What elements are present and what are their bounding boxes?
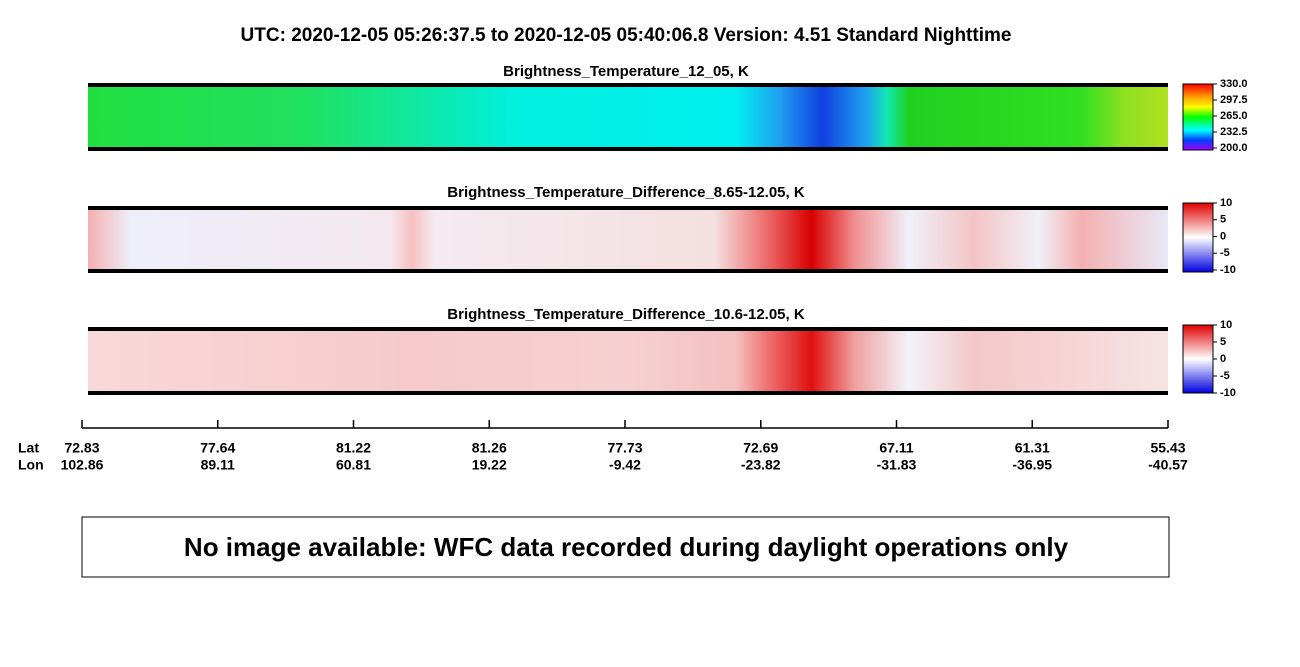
lon-tick: -23.82 [741,457,781,473]
lat-tick: 77.73 [607,440,642,456]
lat-tick: 81.22 [336,440,371,456]
heatmap [88,330,1168,392]
colorbar-label: -10 [1220,264,1236,276]
lat-tick: 61.31 [1015,440,1050,456]
lat-label: Lat [18,440,39,456]
lon-tick: -40.57 [1148,457,1188,473]
colorbar-label: 5 [1220,336,1226,348]
heatmap [88,209,1168,270]
lat-tick: 55.43 [1150,440,1185,456]
lon-tick: 102.86 [61,457,104,473]
colorbar-label: 10 [1220,319,1232,331]
lon-tick: 60.81 [336,457,371,473]
lat-tick: 81.26 [472,440,507,456]
title: UTC: 2020-12-05 05:26:37.5 to 2020-12-05… [241,25,1012,46]
colorbar-label: -10 [1220,387,1236,399]
panel-title: Brightness_Temperature_Difference_10.6-1… [447,306,805,323]
colorbar [1182,324,1214,394]
colorbar-label: 297.5 [1220,94,1248,106]
lon-tick: 89.11 [201,457,235,473]
panel-title: Brightness_Temperature_Difference_8.65-1… [447,184,805,201]
colorbar-label: 10 [1220,197,1232,209]
colorbar-label: 5 [1220,214,1226,226]
lat-tick: 67.11 [879,440,913,456]
lat-tick: 77.64 [200,440,235,456]
colorbar-label: -5 [1220,370,1230,382]
colorbar-label: 0 [1220,353,1226,365]
colorbar-label: 330.0 [1220,78,1248,90]
lon-tick: -36.95 [1012,457,1052,473]
colorbar-label: 0 [1220,230,1226,242]
lat-tick: 72.69 [743,440,778,456]
colorbar [1182,202,1214,273]
lon-tick: 19.22 [472,457,507,473]
lat-tick: 72.83 [64,440,99,456]
message: No image available: WFC data recorded du… [184,532,1069,562]
heatmap [88,86,1168,148]
colorbar-label: -5 [1220,247,1230,259]
imagery [88,83,1214,395]
lon-tick: -9.42 [609,457,641,473]
lon-tick: -31.83 [877,457,917,473]
colorbar-label: 232.5 [1220,126,1248,138]
colorbar [1182,83,1214,151]
lon-label: Lon [18,457,44,473]
colorbar-label: 265.0 [1220,110,1248,122]
colorbar-label: 200.0 [1220,142,1248,154]
message-box [81,516,1170,578]
panel-title: Brightness_Temperature_12_05, K [503,63,749,80]
frame [88,83,1168,395]
